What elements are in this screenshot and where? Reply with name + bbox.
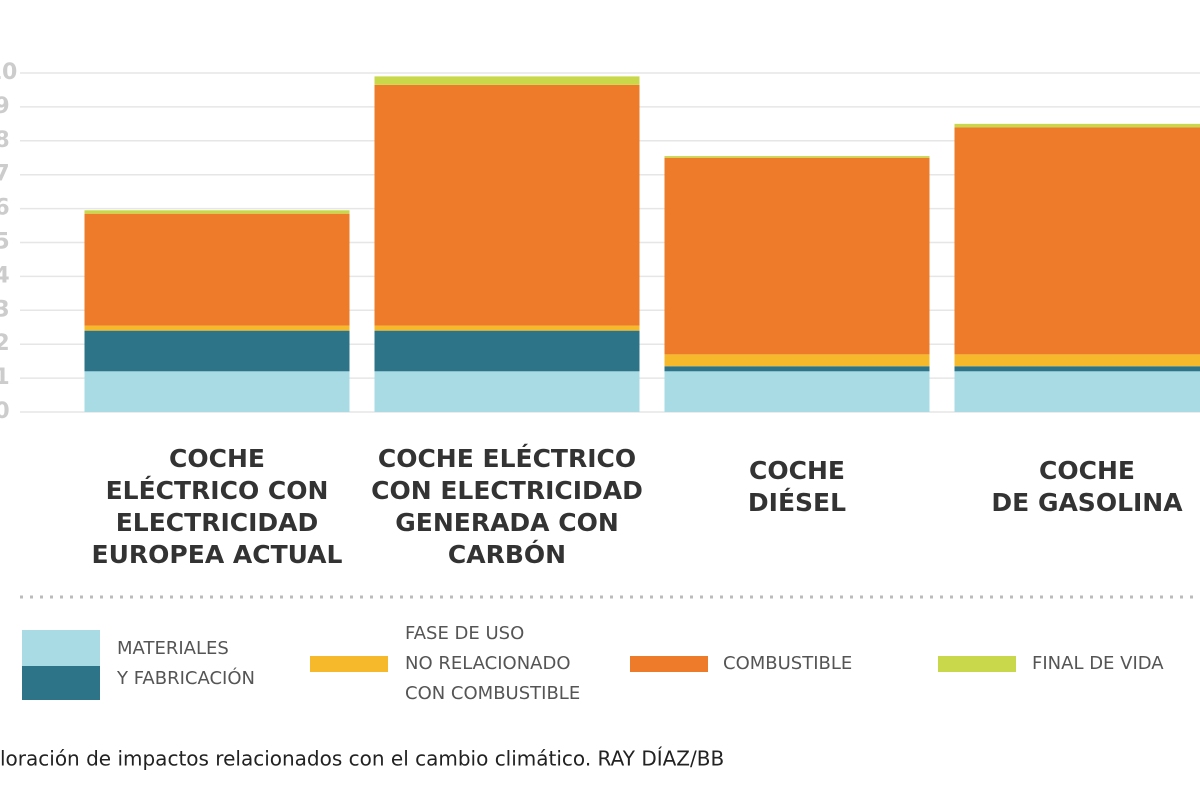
bar-segment xyxy=(954,123,1200,128)
bar-segment xyxy=(954,366,1200,372)
bar-segment xyxy=(84,325,350,331)
legend-swatch xyxy=(22,666,100,700)
x-tick-label: ELÉCTRICO CON xyxy=(106,476,329,505)
y-tick-label: 4 xyxy=(0,263,10,288)
bar-segment xyxy=(954,371,1200,412)
bar-segment xyxy=(84,330,350,372)
y-tick-label: 6 xyxy=(0,196,10,221)
legend-label: NO RELACIONADO xyxy=(405,653,571,674)
bar-segment xyxy=(374,76,640,85)
x-tick-label: CARBÓN xyxy=(448,539,566,569)
y-tick-label: 2 xyxy=(0,331,10,356)
y-tick-label: 7 xyxy=(0,162,10,187)
bar-segment xyxy=(374,325,640,331)
y-tick-label: 9 xyxy=(0,94,10,119)
bar-segment xyxy=(664,157,930,355)
bar-segment xyxy=(374,84,640,326)
x-tick-label: COCHE ELÉCTRICO xyxy=(378,444,636,473)
x-tick-label: EUROPEA ACTUAL xyxy=(92,540,343,569)
bar-segment xyxy=(664,354,930,367)
x-tick-label: ELECTRICIDAD xyxy=(116,508,319,537)
bar-segment xyxy=(954,127,1200,355)
x-tick-label: COCHE xyxy=(169,444,265,473)
bar-segment xyxy=(954,354,1200,367)
legend-label: MATERIALES xyxy=(117,638,229,659)
legend-swatch xyxy=(630,656,708,672)
x-tick-label: DE GASOLINA xyxy=(991,488,1183,517)
x-tick-label: GENERADA CON xyxy=(395,508,619,537)
legend-swatch xyxy=(938,656,1016,672)
y-tick-label: 10 xyxy=(0,60,17,85)
bar-segment xyxy=(84,371,350,412)
x-tick-label: DIÉSEL xyxy=(748,488,846,517)
legend-label: COMBUSTIBLE xyxy=(723,653,852,674)
bar-segment xyxy=(664,366,930,372)
y-tick-label: 3 xyxy=(0,297,10,322)
bar-segment xyxy=(84,213,350,326)
legend-swatch xyxy=(22,630,100,666)
bar-segment xyxy=(664,371,930,412)
legend-label: Y FABRICACIÓN xyxy=(116,667,255,689)
y-tick-label: 0 xyxy=(0,399,10,424)
bar-segment xyxy=(374,330,640,372)
x-tick-label: COCHE xyxy=(1039,456,1135,485)
bar-segment xyxy=(374,371,640,412)
y-tick-label: 8 xyxy=(0,128,10,153)
legend-label: CON COMBUSTIBLE xyxy=(405,683,580,704)
y-tick-label: 1 xyxy=(0,365,10,390)
bar-segment xyxy=(664,156,930,158)
x-tick-label: CON ELECTRICIDAD xyxy=(371,476,643,505)
caption: loración de impactos relacionados con el… xyxy=(0,747,724,771)
legend-label: FASE DE USO xyxy=(405,623,524,644)
legend-swatch xyxy=(310,656,388,672)
y-tick-label: 5 xyxy=(0,230,10,255)
bar-segment xyxy=(84,210,350,214)
legend-label: FINAL DE VIDA xyxy=(1032,653,1164,674)
x-tick-label: COCHE xyxy=(749,456,845,485)
